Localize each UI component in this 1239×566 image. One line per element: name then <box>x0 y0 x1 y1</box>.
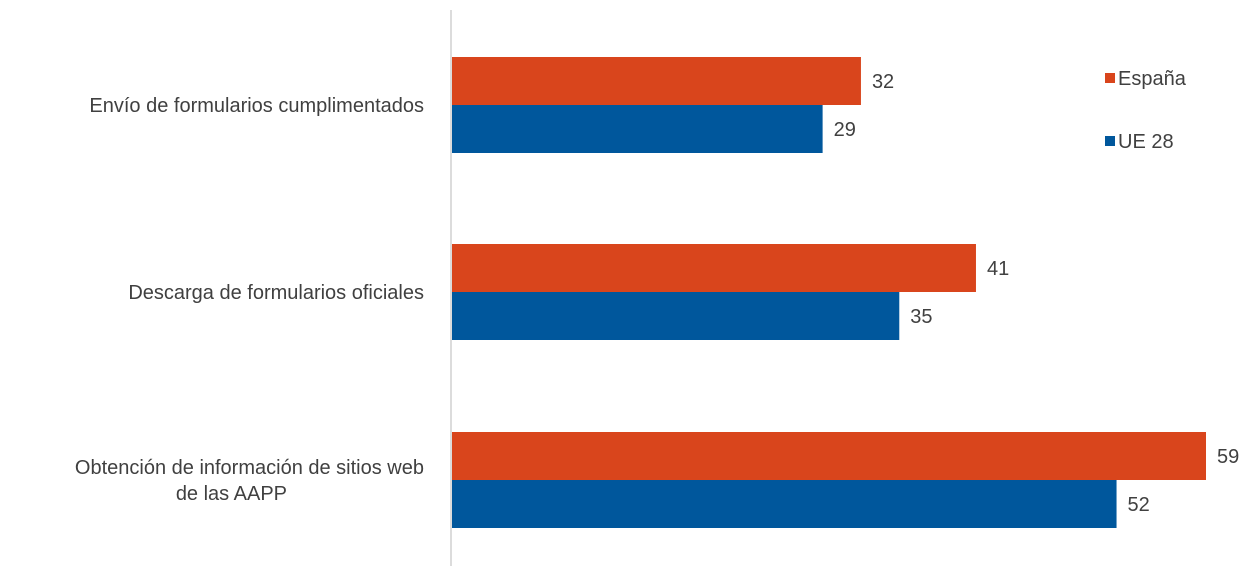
category-label: Descarga de formularios oficiales <box>128 282 424 304</box>
bar-espana-1 <box>452 244 976 292</box>
legend-swatch <box>1105 73 1115 83</box>
data-label: 35 <box>910 306 932 328</box>
data-label: 41 <box>987 258 1009 280</box>
data-label: 29 <box>834 119 856 141</box>
legend-item-espana: España <box>1105 68 1187 90</box>
category-label: Obtención de información de sitios web de… <box>75 457 424 505</box>
bar-ue28-0 <box>452 105 823 153</box>
category-labels-group: Envío de formularios cumplimentados Desca… <box>75 95 424 505</box>
legend-label: UE 28 <box>1118 131 1174 153</box>
data-label: 52 <box>1128 494 1150 516</box>
bar-espana-0 <box>452 57 861 105</box>
bar-ue28-2 <box>452 480 1117 528</box>
bar-ue28-1 <box>452 292 900 340</box>
category-label: Envío de formularios cumplimentados <box>89 95 424 117</box>
bar-espana-2 <box>452 432 1206 480</box>
legend: España UE 28 <box>1105 68 1187 153</box>
data-label: 32 <box>872 71 894 93</box>
bars-group <box>452 57 1206 528</box>
data-label: 59 <box>1217 446 1239 468</box>
value-labels-group: 32 29 41 35 59 52 <box>834 71 1239 516</box>
legend-swatch <box>1105 136 1115 146</box>
legend-label: España <box>1118 68 1187 90</box>
legend-item-ue28: UE 28 <box>1105 131 1174 153</box>
